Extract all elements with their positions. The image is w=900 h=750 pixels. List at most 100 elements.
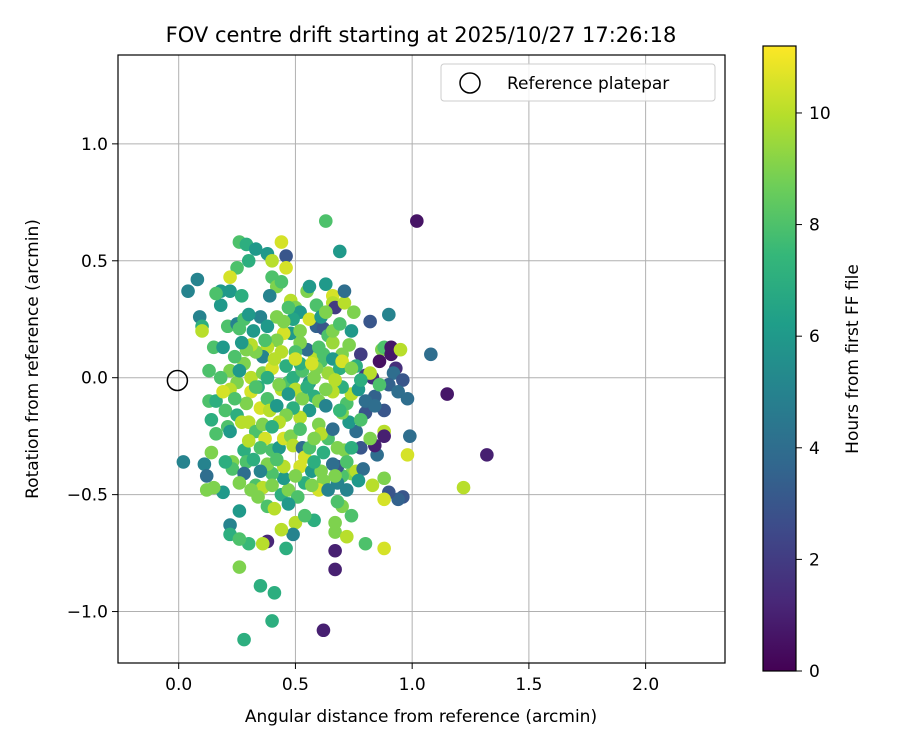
data-point (213, 370, 228, 385)
data-point (311, 340, 326, 355)
data-point (382, 307, 396, 322)
data-point (307, 370, 321, 385)
data-point (480, 448, 494, 462)
data-point (372, 377, 387, 392)
data-point (318, 382, 333, 397)
data-point (241, 434, 256, 448)
data-point (223, 270, 237, 284)
data-point (288, 515, 303, 530)
data-point (400, 391, 415, 406)
data-point (223, 363, 237, 378)
data-point (304, 478, 319, 493)
data-point (363, 431, 377, 446)
data-point (223, 518, 237, 532)
data-point (344, 361, 359, 376)
data-point (332, 403, 347, 418)
data-point (232, 363, 247, 378)
colorbar-tick-label: 10 (809, 104, 831, 124)
data-point (253, 579, 268, 593)
data-point (344, 508, 359, 523)
data-point (269, 452, 284, 467)
data-point (253, 464, 268, 479)
x-tick-label: 0.5 (282, 675, 309, 695)
data-point (241, 307, 256, 322)
x-axis-ticks: 0.0 0.5 1.0 1.5 2.0 (165, 663, 659, 695)
data-point (302, 312, 317, 327)
y-tick-label: 0.0 (81, 369, 108, 389)
data-point (234, 289, 249, 303)
colorbar-label: Hours from first FF file (843, 264, 863, 454)
colorbar: 0 2 4 6 8 10 Hours from first FF file (762, 45, 863, 682)
data-point (265, 253, 279, 268)
data-point (195, 324, 209, 338)
data-point (391, 384, 405, 399)
data-point (274, 235, 289, 249)
data-point (288, 352, 303, 366)
data-point (267, 501, 282, 516)
data-point (346, 305, 361, 320)
colorbar-tick-label: 4 (809, 439, 820, 459)
data-point (382, 377, 396, 392)
data-point (318, 277, 333, 291)
data-point (227, 349, 242, 364)
data-point (223, 424, 237, 439)
data-point (349, 424, 363, 439)
data-point (424, 347, 438, 362)
colorbar-tick-label: 8 (809, 216, 820, 236)
data-point (246, 452, 261, 467)
data-point (199, 483, 214, 497)
data-point (304, 356, 319, 371)
data-point (176, 455, 191, 469)
data-point (377, 492, 391, 507)
data-point (223, 284, 237, 298)
data-point (209, 394, 223, 408)
data-point (318, 398, 333, 413)
data-point (279, 249, 293, 263)
data-point (328, 562, 342, 577)
data-point (330, 494, 345, 509)
data-point (202, 363, 216, 378)
data-point (288, 469, 303, 483)
data-point (351, 473, 366, 488)
data-point (181, 284, 195, 298)
data-point (276, 471, 291, 486)
data-point (204, 445, 219, 460)
data-point (400, 448, 415, 462)
colorbar-tick-label: 6 (809, 327, 820, 347)
data-point (328, 525, 342, 539)
data-point (213, 298, 228, 313)
data-point (368, 398, 382, 413)
data-point (372, 354, 387, 369)
data-point (335, 354, 349, 369)
data-point (260, 370, 275, 385)
data-point (265, 614, 279, 628)
data-point (354, 373, 368, 387)
data-point (279, 541, 293, 556)
data-point (316, 445, 331, 460)
data-point (216, 384, 230, 399)
data-point (293, 410, 307, 425)
data-point (232, 532, 247, 546)
data-point (281, 483, 296, 497)
data-point (328, 543, 342, 558)
y-tick-label: 0.5 (81, 252, 108, 272)
data-point (204, 413, 219, 427)
data-point (328, 469, 342, 483)
x-axis-label: Angular distance from reference (arcmin) (245, 707, 597, 727)
legend-box (440, 63, 716, 102)
y-tick-label: 1.0 (81, 135, 108, 155)
data-point (279, 359, 293, 373)
data-point (276, 314, 291, 329)
data-point (300, 380, 314, 394)
data-point (274, 522, 289, 537)
data-point (328, 373, 342, 387)
data-point (356, 462, 370, 476)
data-point (262, 289, 277, 303)
colorbar-tick-label: 0 (809, 662, 820, 682)
data-point (244, 483, 258, 497)
data-point (248, 242, 263, 256)
data-point (339, 455, 354, 469)
data-point (363, 314, 377, 329)
data-point (286, 527, 300, 542)
data-point (339, 529, 354, 544)
